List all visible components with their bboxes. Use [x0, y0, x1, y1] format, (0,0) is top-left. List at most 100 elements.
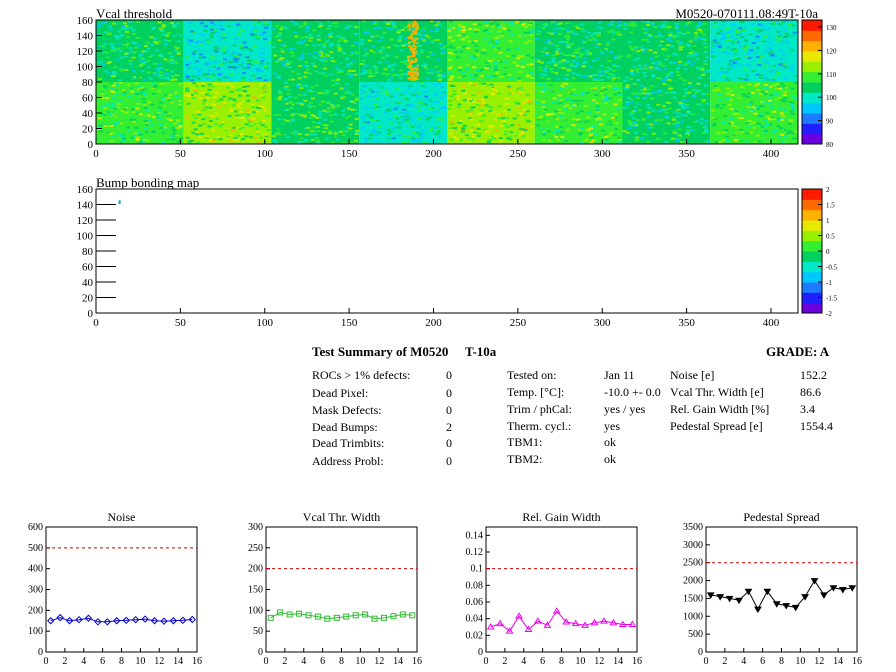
pixel-noise: [411, 25, 414, 28]
pixel-noise: [232, 51, 237, 54]
pixel-noise: [440, 35, 445, 38]
pixel-noise: [415, 58, 418, 61]
pixel-noise: [413, 38, 416, 41]
pixel-noise: [291, 122, 296, 125]
pixel-noise: [323, 118, 328, 121]
pixel-noise: [330, 104, 334, 107]
pixel-noise: [557, 102, 562, 105]
pixel-noise: [601, 48, 606, 51]
pixel-noise: [717, 71, 722, 74]
pixel-noise: [140, 109, 145, 112]
pixel-noise: [253, 30, 258, 33]
pixel-noise: [157, 106, 162, 109]
pixel-noise: [748, 33, 753, 36]
pixel-noise: [162, 91, 167, 94]
pixel-noise: [441, 75, 446, 78]
pixel-noise: [232, 138, 237, 141]
pixel-noise: [734, 37, 739, 40]
pixel-noise: [659, 136, 663, 139]
pixel-noise: [643, 120, 648, 123]
pixel-noise: [457, 103, 462, 106]
pixel-noise: [543, 67, 548, 69]
pixel-noise: [722, 42, 727, 45]
pixel-noise: [730, 27, 735, 30]
pixel-noise: [104, 128, 108, 131]
pixel-noise: [234, 123, 239, 126]
pixel-noise: [416, 23, 419, 26]
pixel-noise: [565, 74, 570, 76]
pixel-noise: [560, 136, 565, 139]
pixel-noise: [456, 106, 461, 109]
pixel-noise: [506, 104, 511, 107]
pixel-noise: [661, 59, 666, 62]
pixel-noise: [248, 124, 253, 127]
x-tick-label: 0: [484, 656, 489, 667]
pixel-noise: [671, 118, 676, 121]
y-tick-label: 250: [248, 543, 263, 554]
pixel-noise: [302, 40, 306, 43]
pixel-noise: [137, 124, 142, 127]
pixel-noise: [377, 49, 382, 52]
data-point: [571, 619, 580, 627]
pixel-noise: [535, 127, 540, 130]
pixel-noise: [612, 105, 617, 108]
pixel-noise: [661, 64, 666, 67]
pixel-noise: [397, 134, 402, 137]
pixel-noise: [255, 38, 260, 41]
pixel-noise: [559, 113, 564, 116]
pixel-noise: [425, 98, 430, 101]
pixel-noise: [758, 55, 763, 58]
pixel-noise: [312, 115, 317, 118]
pixel-noise: [382, 31, 387, 34]
pixel-noise: [653, 66, 658, 69]
pixel-noise: [610, 29, 615, 32]
pixel-noise: [409, 50, 414, 53]
pixel-noise: [482, 48, 487, 51]
pixel-noise: [507, 73, 512, 76]
pixel-noise: [237, 106, 242, 109]
pixel-noise: [604, 98, 609, 101]
pixel-noise: [589, 130, 594, 133]
value-therm-cycl: yes: [604, 419, 620, 433]
pixel-noise: [566, 36, 571, 39]
pixel-noise: [198, 53, 203, 56]
pixel-noise: [718, 141, 723, 144]
pixel-noise: [105, 111, 110, 114]
pixel-noise: [287, 49, 292, 52]
pixel-noise: [675, 67, 680, 70]
pixel-noise: [457, 76, 462, 79]
pixel-noise: [386, 116, 391, 119]
pixel-noise: [735, 133, 740, 136]
pixel-noise: [487, 85, 492, 88]
pixel-noise: [133, 85, 138, 88]
pixel-noise: [685, 132, 690, 135]
pixel-noise: [591, 125, 596, 128]
pixel-noise: [793, 106, 798, 109]
pixel-noise: [173, 78, 178, 81]
pixel-noise: [377, 101, 382, 104]
pixel-noise: [792, 110, 797, 113]
pixel-noise: [467, 98, 472, 101]
pixel-noise: [242, 72, 246, 74]
pixel-noise: [491, 59, 496, 62]
pixel-noise: [194, 117, 199, 120]
pixel-noise: [630, 71, 635, 74]
pixel-noise: [732, 60, 737, 62]
pixel-noise: [135, 138, 140, 141]
pixel-noise: [371, 129, 376, 132]
pixel-noise: [157, 90, 161, 93]
pixel-noise: [412, 73, 415, 76]
pixel-noise: [507, 108, 511, 111]
pixel-noise: [242, 41, 247, 44]
pixel-noise: [308, 90, 313, 92]
pixel-noise: [449, 127, 454, 130]
pixel-noise: [253, 67, 258, 70]
pixel-noise: [415, 70, 418, 73]
pixel-noise: [381, 46, 385, 49]
pixel-noise: [694, 54, 699, 57]
pixel-noise: [616, 45, 621, 48]
pixel-noise: [584, 35, 589, 38]
pixel-noise: [225, 137, 230, 140]
pixel-noise: [432, 21, 437, 24]
pixel-noise: [377, 131, 382, 134]
